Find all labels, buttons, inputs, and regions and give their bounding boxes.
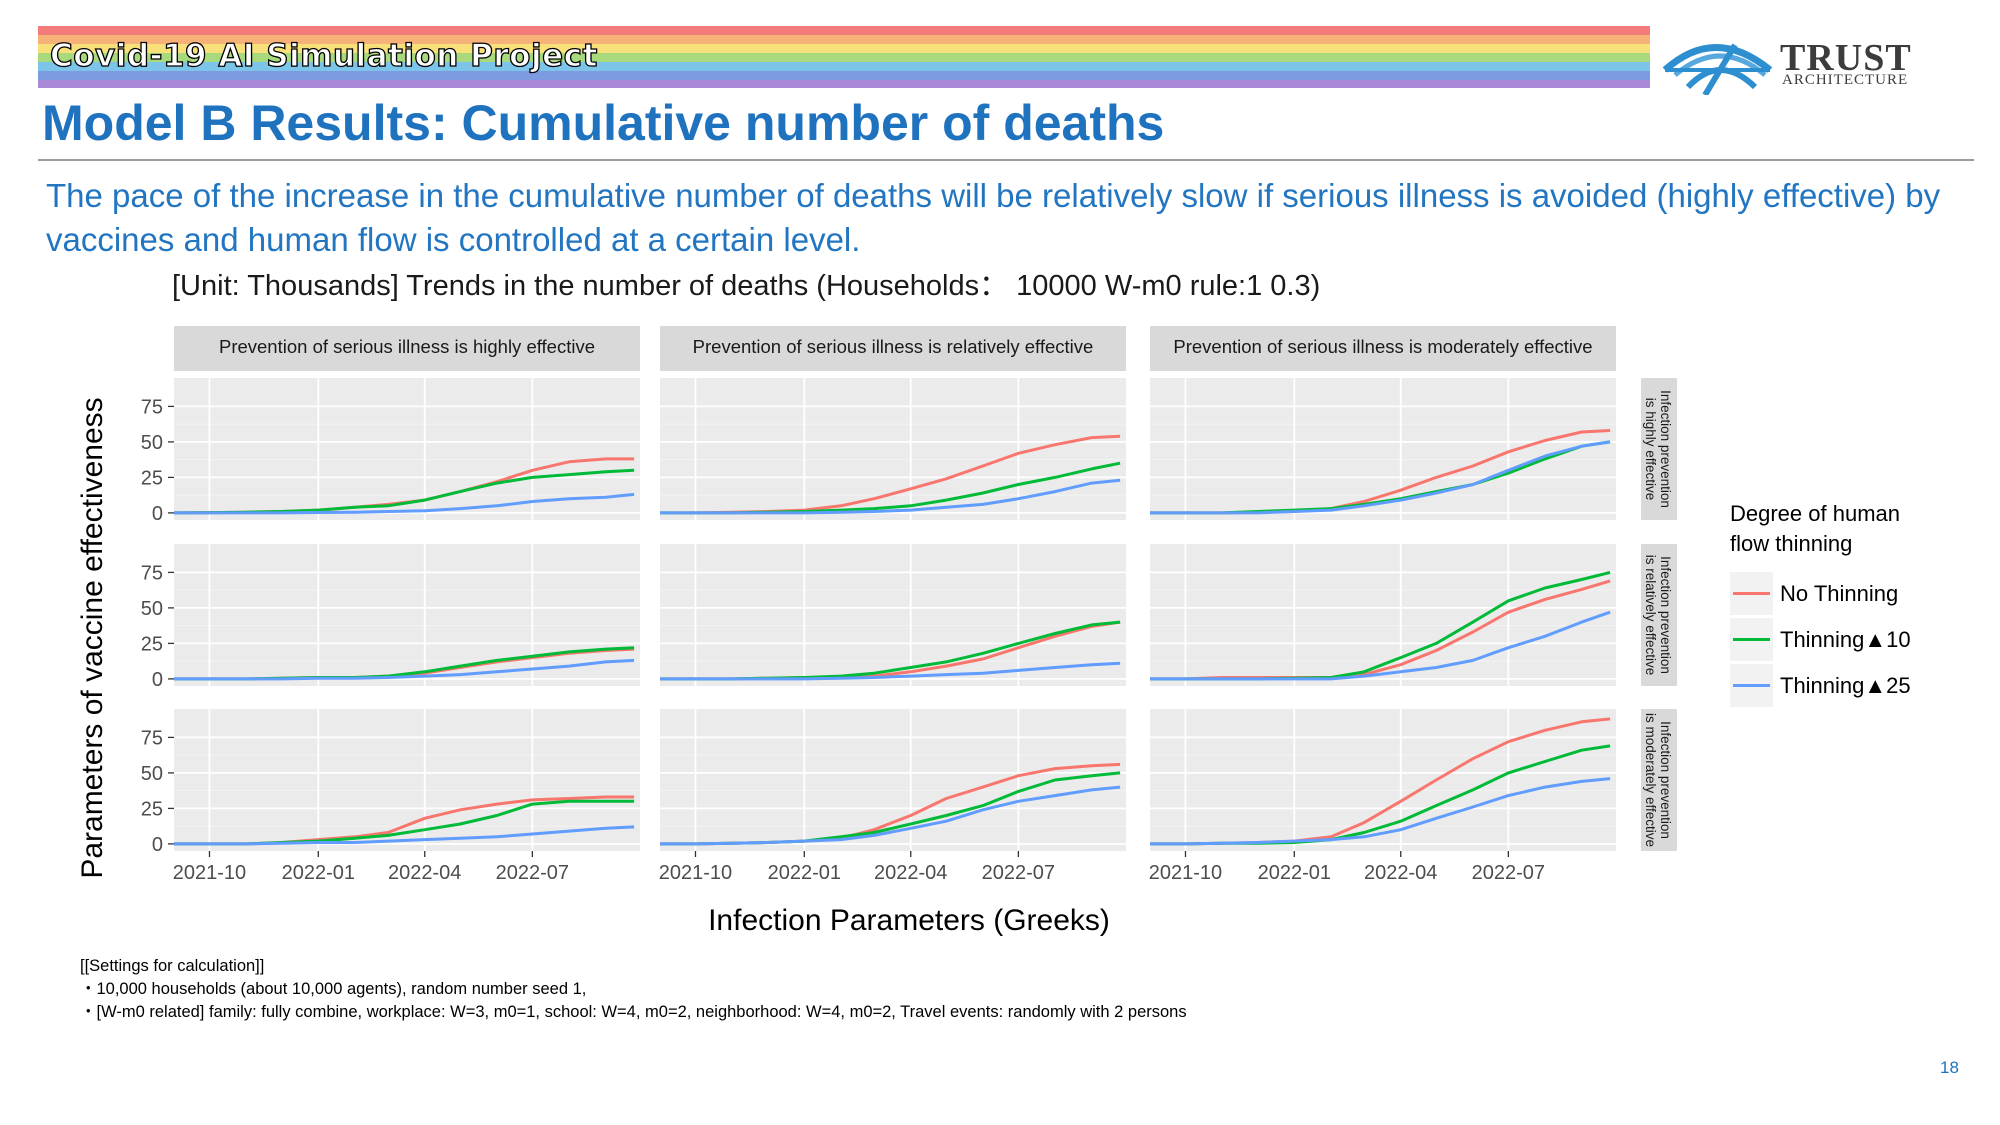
column-strip-label: Prevention of serious illness is moderat… (1173, 336, 1592, 357)
column-strip (660, 326, 1126, 371)
x-tick-label: 2022-07 (496, 862, 569, 884)
series-line (174, 492, 635, 515)
rainbow-banner (38, 26, 1650, 88)
column-strip-label: Prevention of serious illness is highly … (219, 336, 595, 357)
series-line (660, 478, 1121, 515)
legend-entry-label: Thinning▲10 (1780, 627, 1911, 652)
settings-note: [[Settings for calculation]] ・10,000 hou… (80, 955, 1187, 1024)
series-line (660, 785, 1121, 846)
y-tick-label: 25 (141, 633, 163, 655)
row-strip (1641, 709, 1677, 851)
x-tick-label: 2021-10 (659, 862, 732, 884)
row-strip (1641, 544, 1677, 686)
panel-background (660, 378, 1126, 520)
y-tick-label: 75 (141, 727, 163, 749)
series-line (174, 658, 635, 681)
x-tick-label: 2022-01 (1258, 862, 1331, 884)
x-tick-label: 2022-01 (768, 862, 841, 884)
x-tick-label: 2021-10 (173, 862, 246, 884)
series-line (660, 661, 1121, 681)
project-label: Covid-19 AI Simulation Project (49, 37, 598, 74)
legend-entry-label: Thinning▲25 (1780, 673, 1911, 698)
y-tick-label: 75 (141, 396, 163, 418)
x-tick-label: 2022-04 (1364, 862, 1437, 884)
panel-background (174, 709, 640, 851)
row-strip (1641, 378, 1677, 520)
panel-background (1150, 378, 1616, 520)
x-tick-label: 2022-07 (1472, 862, 1545, 884)
chart-title: [Unit: Thousands] Trends in the number o… (172, 270, 1320, 302)
column-strip-label: Prevention of serious illness is relativ… (693, 336, 1094, 357)
panel-background (660, 544, 1126, 686)
column-strip (1150, 326, 1616, 371)
panel-background (1150, 544, 1616, 686)
page-title: Model B Results: Cumulative number of de… (42, 95, 1165, 151)
row-strip-label: Infection preventionis relatively effect… (1643, 555, 1673, 676)
x-tick-label: 2022-04 (874, 862, 947, 884)
y-tick-label: 75 (141, 562, 163, 584)
y-tick-label: 25 (141, 798, 163, 820)
series-line (1150, 440, 1611, 515)
y-tick-label: 0 (152, 669, 163, 691)
title-divider (38, 159, 1974, 161)
series-line (1150, 777, 1611, 846)
x-tick-label: 2022-01 (282, 862, 355, 884)
logo-name: TRUST (1780, 37, 1912, 79)
series-line (1150, 610, 1611, 681)
page-subtitle: The pace of the increase in the cumulati… (46, 177, 1941, 258)
y-tick-label: 25 (141, 467, 163, 489)
column-strip (174, 326, 640, 371)
panel-background (174, 378, 640, 520)
y-tick-label: 50 (141, 763, 163, 785)
x-tick-label: 2021-10 (1149, 862, 1222, 884)
y-tick-label: 0 (152, 503, 163, 525)
legend-title-line: flow thinning (1730, 531, 1852, 556)
page-number: 18 (1940, 1058, 1959, 1077)
legend-entry-label: No Thinning (1780, 581, 1898, 606)
x-tick-label: 2022-07 (982, 862, 1055, 884)
y-axis-label: Parameters of vaccine effectiveness (76, 397, 109, 878)
legend-title-line: Degree of human (1730, 501, 1900, 526)
row-strip-label: Infection preventionis moderately effect… (1643, 713, 1673, 847)
logo-subtitle: ARCHITECTURE (1782, 72, 1909, 88)
series-line (174, 825, 635, 846)
y-tick-label: 50 (141, 432, 163, 454)
settings-heading: [[Settings for calculation]] (80, 957, 265, 975)
x-tick-label: 2022-04 (388, 862, 461, 884)
settings-line-2: ・[W-m0 related] family: fully combine, w… (80, 1003, 1187, 1021)
y-tick-label: 0 (152, 834, 163, 856)
settings-line-1: ・10,000 households (about 10,000 agents)… (80, 980, 587, 998)
bridge-arc-icon (1662, 43, 1773, 95)
row-strip-label: Infection preventionis highly effective (1643, 390, 1673, 508)
panel-background (174, 544, 640, 686)
x-axis-label: Infection Parameters (Greeks) (708, 904, 1110, 937)
y-tick-label: 50 (141, 598, 163, 620)
